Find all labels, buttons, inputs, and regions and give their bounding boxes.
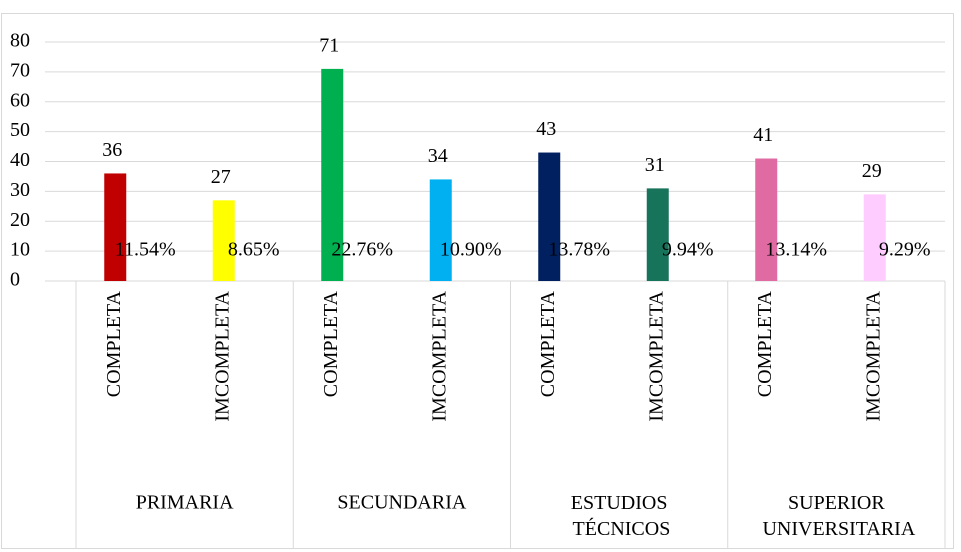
x-tick-label: IMCOMPLETA [428,290,450,421]
y-tick-label: 50 [10,119,30,141]
percent-label: 9.29% [879,239,931,261]
x-tick-label: IMCOMPLETA [211,290,233,421]
percent-label: 8.65% [228,239,280,261]
percent-label: 10.90% [440,239,502,261]
x-tick-label: COMPLETA [754,290,776,397]
bar [429,179,452,281]
value-label: 27 [211,166,231,188]
x-tick-label: COMPLETA [103,290,125,397]
y-tick-label: 40 [10,149,30,171]
value-label: 43 [536,118,556,140]
bar [755,158,778,281]
percent-label: 9.94% [662,239,714,261]
bar [646,188,669,281]
value-label: 31 [645,154,665,176]
y-tick-label: 20 [10,209,30,231]
group-label: PRIMARIA [136,492,234,514]
value-label: 36 [102,139,122,161]
bar [538,152,561,281]
value-label: 34 [428,145,448,167]
group-label: SECUNDARIA [337,492,466,514]
value-label: 71 [319,34,339,56]
bar [321,68,344,281]
percent-label: 13.78% [548,239,610,261]
y-tick-label: 10 [10,239,30,261]
y-tick-label: 60 [10,89,30,111]
y-tick-label: 80 [10,30,30,52]
bar [104,173,127,281]
value-label: 29 [862,160,882,182]
x-tick-label: IMCOMPLETA [862,290,884,421]
y-tick-label: 30 [10,179,30,201]
x-tick-label: COMPLETA [320,290,342,397]
group-label: ESTUDIOS TÉCNICOS [568,492,670,540]
bar [212,200,235,281]
value-label: 41 [753,124,773,146]
x-tick-label: COMPLETA [537,290,559,397]
percent-label: 22.76% [331,239,393,261]
percent-label: 11.54% [115,239,176,261]
x-tick-label: IMCOMPLETA [645,290,667,421]
y-tick-label: 0 [10,269,20,291]
percent-label: 13.14% [765,239,827,261]
group-label: SUPERIOR UNIVERSITARIA [757,492,915,540]
bar [863,194,886,281]
y-tick-label: 70 [10,59,30,81]
